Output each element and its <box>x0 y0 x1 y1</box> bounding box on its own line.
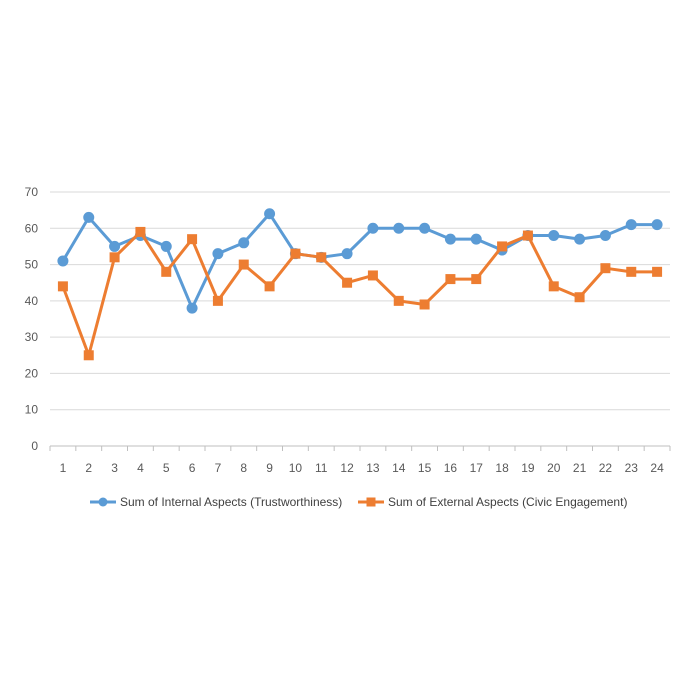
data-point <box>57 255 69 267</box>
data-point <box>599 230 611 242</box>
legend-label: Sum of External Aspects (Civic Engagemen… <box>388 495 627 509</box>
data-point <box>341 248 353 260</box>
gridlines <box>50 191 670 447</box>
series-2 <box>57 226 663 361</box>
y-axis: 0 10 20 30 40 50 60 70 <box>25 185 39 453</box>
x-tick-label: 2 <box>85 461 92 475</box>
legend-marker <box>98 497 108 507</box>
y-tick-label: 70 <box>25 185 39 199</box>
data-point <box>445 274 456 285</box>
data-point <box>651 219 663 231</box>
x-tick-label: 6 <box>189 461 196 475</box>
data-point <box>135 226 146 237</box>
legend-entry: Sum of External Aspects (Civic Engagemen… <box>358 495 627 509</box>
x-tick-label: 20 <box>547 461 561 475</box>
data-point <box>393 295 404 306</box>
x-tick-label: 3 <box>111 461 118 475</box>
x-tick-label: 12 <box>340 461 354 475</box>
legend: Sum of Internal Aspects (Trustworthiness… <box>90 495 627 509</box>
data-point <box>548 230 560 242</box>
data-point <box>367 270 378 281</box>
x-tick-label: 15 <box>418 461 432 475</box>
y-tick-label: 20 <box>25 366 39 380</box>
x-tick-label: 10 <box>289 461 303 475</box>
x-tick-label: 24 <box>650 461 664 475</box>
x-tick-label: 14 <box>392 461 406 475</box>
data-point <box>367 222 379 234</box>
data-point <box>109 240 121 252</box>
x-tick-label: 9 <box>266 461 273 475</box>
data-point <box>393 222 405 234</box>
data-point <box>83 350 94 361</box>
legend-entry: Sum of Internal Aspects (Trustworthiness… <box>90 495 342 509</box>
data-point <box>316 252 327 263</box>
data-point <box>419 222 431 234</box>
x-tick-label: 7 <box>215 461 222 475</box>
x-axis: 1 2 3 4 5 6 7 8 9 10 11 12 13 14 15 16 17 18 19 20 21 22 23 24 <box>49 446 671 475</box>
data-point <box>652 266 663 277</box>
data-point <box>419 299 430 310</box>
series-1 <box>57 208 663 314</box>
data-point <box>342 277 353 288</box>
y-tick-label: 0 <box>31 439 38 453</box>
y-tick-label: 30 <box>25 330 39 344</box>
y-tick-label: 50 <box>25 258 39 272</box>
x-tick-label: 5 <box>163 461 170 475</box>
x-tick-label: 19 <box>521 461 535 475</box>
data-point <box>548 281 559 292</box>
data-point <box>161 266 172 277</box>
series-layer <box>57 208 663 361</box>
data-point <box>238 259 249 270</box>
x-tick-label: 16 <box>444 461 458 475</box>
data-point <box>187 234 198 245</box>
data-point <box>522 230 533 241</box>
data-point <box>160 240 172 252</box>
x-tick-label: 1 <box>60 461 67 475</box>
legend-label: Sum of Internal Aspects (Trustworthiness… <box>120 495 342 509</box>
data-point <box>471 274 482 285</box>
y-tick-label: 60 <box>25 221 39 235</box>
data-point <box>470 233 482 245</box>
y-tick-label: 10 <box>25 403 39 417</box>
x-tick-label: 11 <box>315 461 328 475</box>
data-point <box>264 281 275 292</box>
data-point <box>574 233 586 245</box>
data-point <box>290 248 301 259</box>
data-point <box>83 211 95 223</box>
data-point <box>238 237 250 249</box>
x-tick-label: 13 <box>366 461 380 475</box>
data-point <box>444 233 456 245</box>
x-tick-label: 22 <box>599 461 613 475</box>
data-point <box>212 248 224 260</box>
x-tick-label: 21 <box>573 461 587 475</box>
x-tick-label: 4 <box>137 461 144 475</box>
data-point <box>212 295 223 306</box>
data-point <box>109 252 120 263</box>
x-tick-label: 8 <box>240 461 247 475</box>
data-point <box>625 219 637 231</box>
data-point <box>497 241 508 252</box>
legend-marker <box>366 497 376 507</box>
data-point <box>600 263 611 274</box>
data-point <box>186 302 198 314</box>
x-tick-label: 23 <box>625 461 639 475</box>
data-point <box>264 208 276 220</box>
x-tick-label: 17 <box>470 461 484 475</box>
x-tick-label: 18 <box>495 461 509 475</box>
data-point <box>626 266 637 277</box>
data-point <box>574 292 585 303</box>
data-point <box>57 281 68 292</box>
y-tick-label: 40 <box>25 294 39 308</box>
